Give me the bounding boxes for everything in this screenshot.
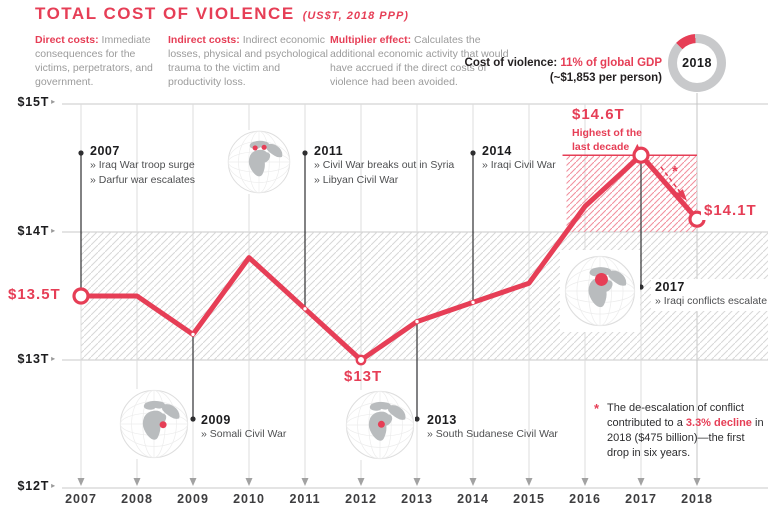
callout-dot	[470, 150, 476, 156]
callout-dot	[414, 416, 420, 422]
value-label-2007: $13.5T	[8, 286, 61, 303]
globe-2013-south-sudan-icon	[345, 390, 415, 460]
x-axis-label: 2017	[625, 492, 657, 506]
down-arrow-icon	[189, 478, 197, 486]
point-marker	[355, 354, 367, 366]
value-label-2017: $14.6T	[572, 106, 625, 123]
x-axis-label: 2014	[457, 492, 489, 506]
y-tick-15t: $15T ▸	[17, 95, 56, 109]
globe-2010-syria-libya-icon	[227, 130, 291, 194]
down-arrow-icon	[525, 478, 533, 486]
point-marker	[632, 146, 650, 164]
conflict-dot	[594, 273, 608, 286]
x-axis-label: 2018	[681, 492, 713, 506]
conflict-dot	[159, 421, 167, 429]
event-2017: 2017 » Iraqi conflicts escalate	[651, 279, 768, 311]
down-arrow-icon	[693, 478, 701, 486]
x-axis-label: 2009	[177, 492, 209, 506]
definition-direct-costs: Direct costs: Immediate consequences for…	[35, 34, 153, 88]
x-axis-label: 2012	[345, 492, 377, 506]
conflict-dot	[252, 145, 258, 151]
globe-2016-iraq-icon	[560, 250, 640, 332]
event-2013: 2013 » South Sudanese Civil War	[427, 413, 558, 440]
x-axis-label: 2016	[569, 492, 601, 506]
down-arrow-icon	[301, 478, 309, 486]
title-units: (US$T, 2018 PPP)	[302, 10, 409, 22]
down-arrow-icon	[637, 478, 645, 486]
callout-dot	[302, 150, 308, 156]
cost-line	[78, 152, 700, 363]
callout-dot	[78, 150, 84, 156]
axis-arrow-icon: ▸	[51, 97, 56, 106]
down-arrow-icon	[245, 478, 253, 486]
down-arrow-icon	[357, 478, 365, 486]
y-tick-12t: $12T ▸	[17, 479, 56, 493]
event-2011: 2011 » Civil War breaks out in Syria » L…	[314, 144, 455, 186]
event-2014: 2014 » Iraqi Civil War	[482, 144, 556, 171]
conflict-dot	[261, 144, 267, 150]
definition-indirect-costs: Indirect costs: Indirect economic losses…	[168, 34, 328, 88]
point-marker	[72, 287, 90, 305]
conflict-dot	[377, 420, 385, 428]
definition-multiplier-effect: Multiplier effect: Calculates the additi…	[330, 34, 509, 88]
point-marker	[415, 319, 419, 324]
x-axis-label: 2011	[289, 492, 321, 506]
donut-year-label: 2018	[677, 43, 717, 83]
x-axis-label: 2015	[513, 492, 545, 506]
x-axis-label: 2008	[121, 492, 153, 506]
down-arrow-icon	[581, 478, 589, 486]
decline-arrow-head-icon	[676, 189, 687, 201]
cost-of-violence-note: Cost of violence: 11% of global GDP (~$1…	[464, 57, 662, 84]
page-title: TOTAL COST OF VIOLENCE (US$T, 2018 PPP)	[35, 4, 409, 24]
x-axis-label: 2013	[401, 492, 433, 506]
value-label-2018: $14.1T	[701, 201, 760, 220]
footnote: * The de-escalation of conflict contribut…	[594, 401, 764, 459]
event-2009: 2009 » Somali Civil War	[201, 413, 287, 440]
callout-dot	[190, 416, 196, 422]
down-arrow-icon	[413, 478, 421, 486]
point-marker	[303, 307, 307, 311]
footnote-asterisk: *	[594, 401, 600, 416]
title-text: TOTAL COST OF VIOLENCE	[35, 4, 295, 23]
event-2007: 2007 » Iraq War troop surge » Darfur war…	[90, 144, 196, 186]
y-tick-14t: $14T ▸	[17, 224, 56, 238]
y-tick-13t: $13T ▸	[17, 352, 56, 366]
globe-2009-somalia-icon	[119, 389, 189, 459]
decline-footnote-marker: *	[672, 163, 678, 180]
decline-arrow	[660, 166, 681, 193]
x-axis-label: 2010	[233, 492, 265, 506]
axis-arrow-icon: ▸	[51, 481, 56, 490]
x-axis-label: 2007	[65, 492, 97, 506]
axis-arrow-icon: ▸	[51, 354, 56, 363]
down-arrow-icon	[469, 478, 477, 486]
point-marker	[191, 332, 195, 337]
point-marker	[471, 300, 475, 305]
down-arrow-icon	[77, 478, 85, 486]
value-label-2012: $13T	[344, 368, 383, 385]
gdp-share-donut-icon: 2018	[668, 34, 726, 92]
down-arrow-icon	[133, 478, 141, 486]
peak-annotation: Highest of the last decade ▲	[572, 127, 643, 153]
axis-arrow-icon: ▸	[51, 226, 56, 235]
